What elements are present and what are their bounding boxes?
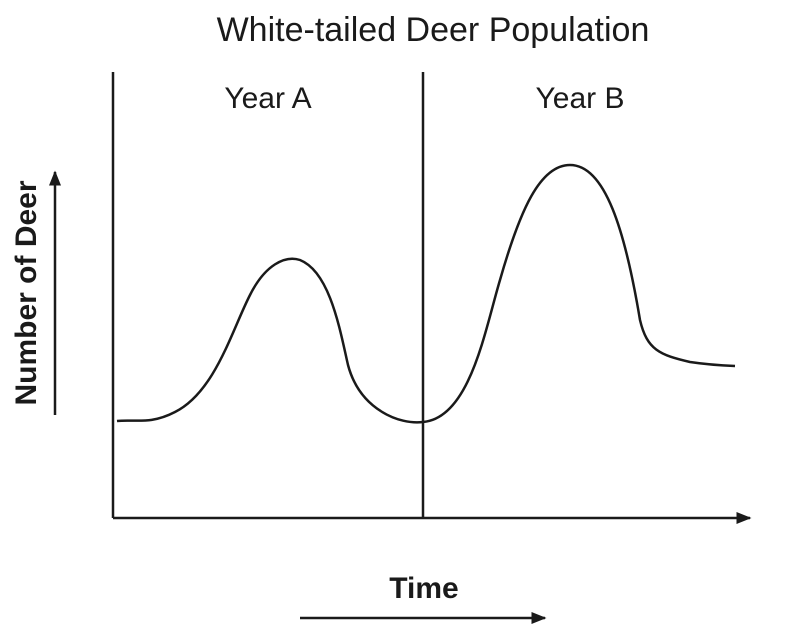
- title: White-tailed Deer Population: [217, 11, 650, 49]
- panel-label: Year A: [224, 82, 311, 115]
- panel-label: Year B: [536, 82, 625, 115]
- x-axis-label: Time: [389, 572, 458, 605]
- population-curve: [116, 163, 736, 424]
- y-axis-label: Number of Deer: [10, 180, 43, 405]
